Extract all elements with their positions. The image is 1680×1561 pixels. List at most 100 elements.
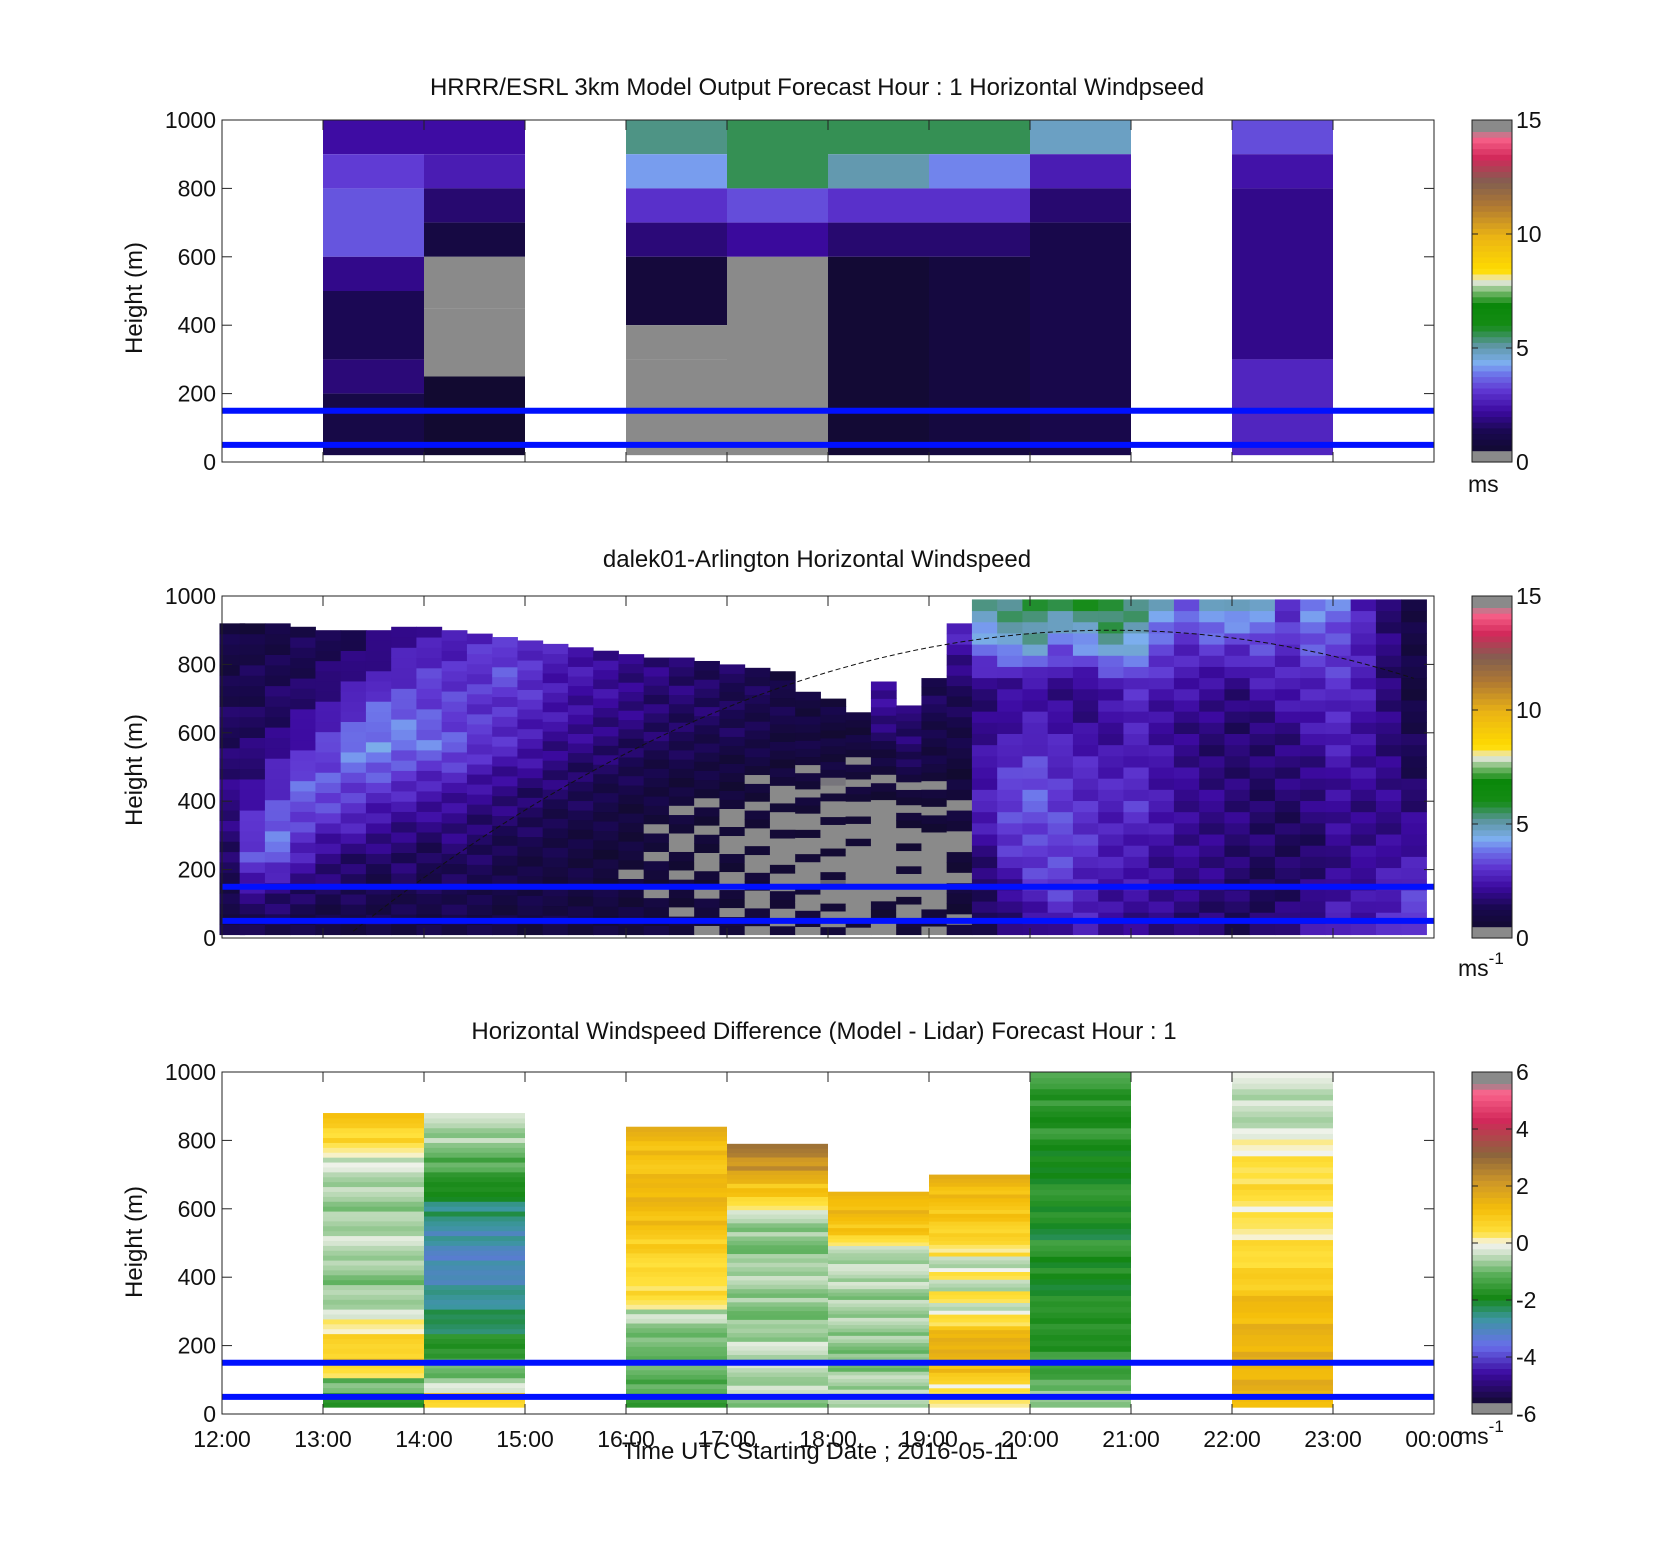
lidar-cell	[618, 850, 645, 861]
colorbar-swatch	[1472, 641, 1512, 648]
difference-cell	[1232, 1077, 1333, 1084]
lidar-cell	[921, 874, 948, 884]
lidar-cell	[239, 924, 266, 936]
lidar-cell	[492, 884, 518, 896]
lidar-cell	[466, 673, 493, 685]
colorbar-swatch	[1472, 336, 1512, 343]
difference-cell	[727, 1231, 828, 1237]
lidar-cell	[896, 873, 922, 882]
lidar-cell	[239, 706, 266, 718]
lidar-cell	[239, 664, 266, 676]
difference-cell	[323, 1166, 424, 1173]
lidar-cell	[1123, 621, 1150, 634]
y-tick-label: 200	[178, 1333, 216, 1359]
lidar-cell	[1401, 856, 1427, 869]
lidar-cell	[1072, 599, 1099, 612]
colorbar-swatch	[1472, 325, 1512, 332]
difference-cell	[1232, 1200, 1333, 1207]
lidar-cell	[567, 905, 594, 916]
colorbar-swatch	[1472, 296, 1512, 303]
lidar-cell	[1173, 655, 1200, 667]
lidar-cell	[668, 851, 695, 862]
lidar-cell	[845, 912, 872, 921]
lidar-cell	[1047, 923, 1074, 936]
lidar-cell	[744, 827, 771, 838]
difference-cell	[323, 1225, 424, 1232]
difference-cell	[727, 1284, 828, 1290]
lidar-cell	[340, 822, 367, 834]
lidar-cell	[921, 720, 948, 730]
lidar-cell	[567, 829, 594, 840]
colorbar-tick-label: 0	[1516, 925, 1529, 951]
lidar-cell	[593, 868, 619, 879]
difference-cell	[424, 1387, 525, 1393]
lidar-cell	[1401, 822, 1427, 835]
overlay-lines	[222, 629, 1434, 932]
lidar-cell	[618, 775, 645, 786]
difference-cell	[1030, 1116, 1131, 1123]
colorbar-swatch	[1472, 1203, 1512, 1210]
lidar-cell	[365, 680, 392, 692]
lidar-cell	[340, 701, 367, 712]
lidar-cell	[643, 888, 670, 899]
lidar-cell	[1224, 778, 1251, 790]
difference-cell	[929, 1318, 1030, 1323]
difference-cell	[626, 1206, 727, 1212]
lidar-cell	[1047, 699, 1074, 712]
difference-cell	[1232, 1373, 1333, 1380]
difference-cell	[828, 1389, 929, 1394]
lidar-cell	[946, 747, 973, 759]
difference-cell	[323, 1191, 424, 1197]
difference-cell	[626, 1309, 727, 1315]
colorbar-swatch	[1472, 330, 1512, 338]
lidar-cell	[1249, 722, 1276, 734]
lidar-cell	[416, 903, 443, 915]
lidar-cell	[542, 653, 569, 664]
lidar-cell	[219, 685, 246, 697]
difference-cell	[1030, 1172, 1131, 1179]
colorbar-swatch	[1472, 308, 1512, 315]
lidar-cell	[668, 731, 695, 742]
lidar-cell	[1022, 666, 1049, 679]
lidar-cell	[517, 905, 544, 916]
lidar-cell	[1072, 901, 1099, 913]
difference-cell	[1030, 1390, 1131, 1397]
difference-cell	[1030, 1401, 1131, 1408]
x-tick-label: 18:00	[799, 1426, 857, 1452]
colorbar-swatch	[1472, 393, 1512, 400]
difference-cell	[1232, 1172, 1333, 1179]
lidar-cell	[264, 706, 291, 718]
lidar-cell	[820, 777, 847, 786]
difference-cell	[1232, 1150, 1333, 1157]
lidar-cell	[1325, 901, 1352, 913]
difference-cell	[323, 1309, 424, 1315]
lidar-cell	[1325, 733, 1352, 746]
lidar-cell	[567, 867, 594, 878]
lidar-cell	[870, 867, 897, 877]
lidar-cell	[1249, 856, 1276, 869]
difference-cell	[1232, 1390, 1333, 1397]
difference-cell	[828, 1328, 929, 1333]
lidar-cell	[567, 857, 594, 869]
difference-cell	[323, 1215, 424, 1222]
lidar-cell	[1047, 789, 1074, 802]
lidar-cell	[567, 781, 594, 792]
colorbar-swatch	[1472, 1345, 1512, 1352]
lidar-cell	[1098, 688, 1124, 701]
lidar-cell	[593, 906, 619, 917]
lidar-cell	[1072, 867, 1099, 880]
lidar-cell	[1047, 845, 1074, 857]
difference-cell	[424, 1225, 525, 1232]
lidar-cell	[593, 839, 619, 850]
difference-cell	[626, 1192, 727, 1198]
difference-cell	[626, 1262, 727, 1268]
lidar-cell	[1123, 711, 1150, 723]
difference-cell	[828, 1277, 929, 1282]
colorbar-swatch	[1472, 727, 1512, 734]
lidar-cell	[896, 865, 922, 874]
lidar-cell	[820, 714, 847, 723]
difference-cell	[929, 1368, 1030, 1373]
lidar-cell	[1072, 856, 1099, 869]
difference-cell	[323, 1162, 424, 1168]
lidar-cell	[1224, 800, 1251, 813]
